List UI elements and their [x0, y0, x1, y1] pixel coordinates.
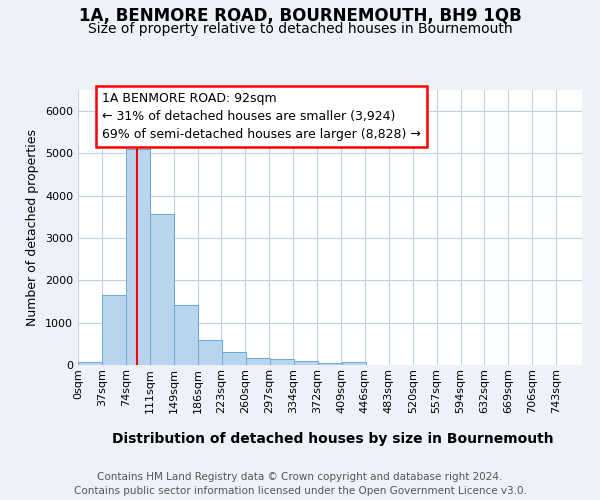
Bar: [150, 214, 173, 365]
Bar: [246, 358, 270, 365]
Text: Distribution of detached houses by size in Bournemouth: Distribution of detached houses by size …: [112, 432, 554, 446]
Text: 1A, BENMORE ROAD, BOURNEMOUTH, BH9 1QB: 1A, BENMORE ROAD, BOURNEMOUTH, BH9 1QB: [79, 8, 521, 26]
Text: Size of property relative to detached houses in Bournemouth: Size of property relative to detached ho…: [88, 22, 512, 36]
Bar: [78, 362, 102, 365]
Bar: [270, 359, 294, 365]
Text: Contains HM Land Registry data © Crown copyright and database right 2024.: Contains HM Land Registry data © Crown c…: [97, 472, 503, 482]
Bar: [294, 361, 318, 365]
Bar: [222, 352, 246, 365]
Text: 1A BENMORE ROAD: 92sqm
← 31% of detached houses are smaller (3,924)
69% of semi-: 1A BENMORE ROAD: 92sqm ← 31% of detached…: [102, 92, 421, 141]
Text: Contains public sector information licensed under the Open Government Licence v3: Contains public sector information licen…: [74, 486, 526, 496]
Bar: [102, 295, 126, 365]
Bar: [198, 340, 222, 365]
Bar: [174, 304, 198, 365]
Bar: [126, 149, 150, 365]
Bar: [319, 362, 342, 365]
Y-axis label: Number of detached properties: Number of detached properties: [26, 129, 40, 326]
Bar: [342, 362, 366, 365]
